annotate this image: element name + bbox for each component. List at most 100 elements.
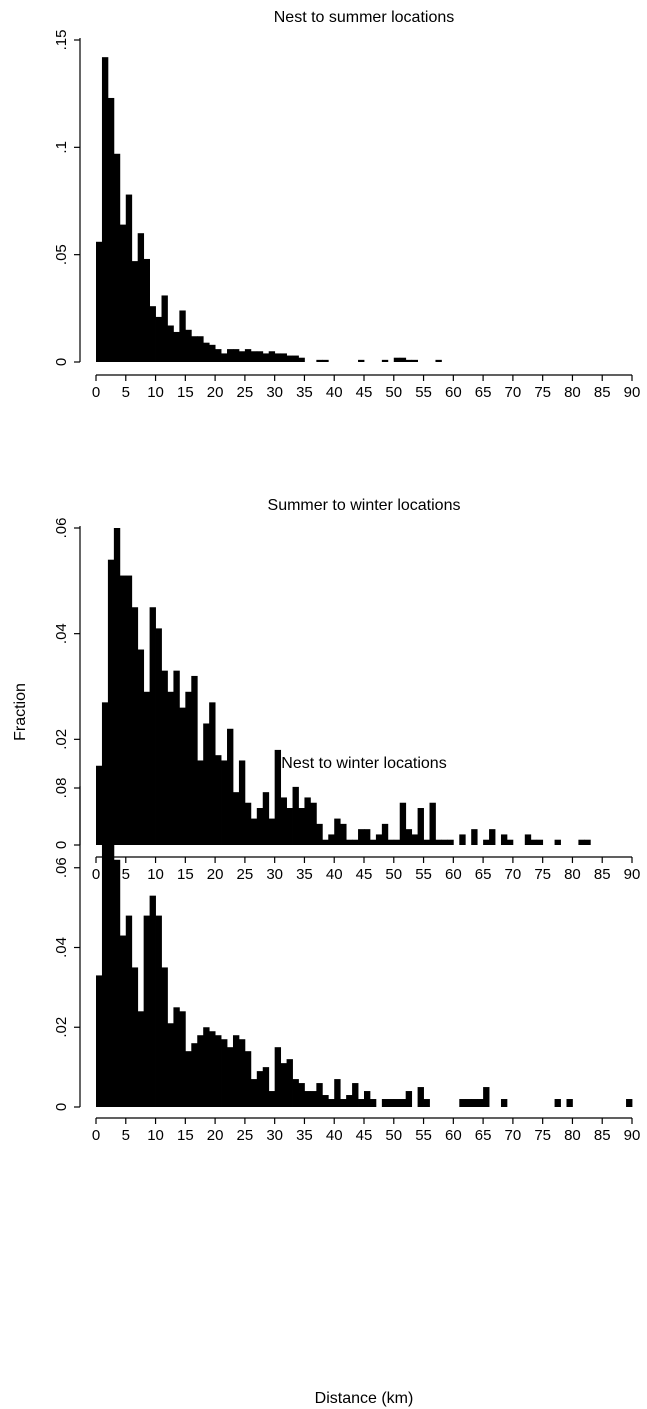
histogram-bar [310,802,317,845]
histogram-bar [369,839,377,845]
x-tick-label: 40 [326,866,343,883]
histogram-bar [500,834,508,845]
histogram-bar [113,859,121,1107]
histogram-bar [209,702,216,845]
histogram-bar [274,1047,282,1107]
histogram-bar [155,316,162,362]
histogram-bar [435,359,442,362]
histogram-bar [96,765,103,845]
histogram-bar [304,797,311,845]
histogram-bar [399,1099,407,1107]
histogram-bar [393,839,401,845]
histogram-bar [268,818,276,845]
histogram-bar [185,1051,192,1107]
histogram-bar [340,1099,347,1107]
histogram-bar [197,336,204,362]
histogram-bar [346,839,353,845]
histogram-bar [441,839,448,845]
histogram-bar [399,802,407,845]
histogram-bar [411,834,418,845]
histogram-bar [149,895,156,1107]
histogram-bar [369,1099,377,1107]
histogram-bar [161,967,168,1107]
x-tick-label: 80 [564,1127,581,1144]
x-tick-label: 25 [237,866,254,883]
histogram-bar [256,808,264,845]
histogram-bar [191,336,198,362]
histogram-bar [554,839,561,845]
histogram-bar [292,1079,299,1107]
histogram-bar [298,357,305,362]
histogram-bar [221,353,228,362]
histogram-bar [489,829,496,845]
histogram-bar [125,575,133,845]
x-tick-label: 0 [92,1127,100,1144]
histogram-bar [101,799,109,1107]
histogram-bar [393,357,401,362]
x-tick-label: 45 [356,1127,373,1144]
histogram-bar [298,1083,305,1107]
x-tick-label: 35 [296,1127,313,1144]
histogram-bar [536,839,544,845]
histogram-bar [405,829,413,845]
histogram-bar [304,1091,311,1107]
histogram-bar [179,1011,186,1107]
histogram-bar [238,1039,246,1107]
histogram-bar [530,839,538,845]
histogram-bar [244,349,252,362]
y-tick-label: .02 [53,729,70,750]
histogram-bar [131,967,139,1107]
x-tick-label: 90 [624,1127,641,1144]
chart-title: Nest to winter locations [281,755,446,772]
histogram-bar [250,818,258,845]
y-tick-label: 0 [53,358,70,366]
x-tick-label: 75 [534,1127,551,1144]
histogram-bar [143,258,150,362]
x-tick-label: 50 [385,384,402,401]
x-tick-label: 30 [266,866,283,883]
x-tick-label: 10 [147,1127,164,1144]
histogram-bar [506,839,514,845]
histogram-bar [179,310,186,362]
y-tick-label: .04 [53,623,70,644]
histogram-bar [262,353,270,362]
histogram-bar [334,1079,341,1107]
histogram-bar [107,97,115,363]
histogram-bar [405,359,413,362]
histogram-bar [215,1035,222,1107]
x-tick-label: 85 [594,1127,611,1144]
histogram-bar [477,1099,484,1107]
histogram-bar [167,325,174,362]
histogram-bar [119,935,127,1107]
x-tick-label: 65 [475,866,492,883]
histogram-bar [221,1039,228,1107]
histogram-bar [500,1099,508,1107]
histogram-bar [364,1091,371,1107]
histogram-bar [238,351,246,362]
x-tick-label: 55 [415,866,432,883]
x-tick-label: 20 [207,384,224,401]
histogram-bar [143,691,150,845]
histogram-bar [459,834,466,845]
histogram-bar [149,306,156,362]
x-tick-label: 65 [475,1127,492,1144]
histogram-bar [125,194,133,362]
histogram-bar [155,915,162,1107]
histogram-bar [221,760,228,845]
histogram-bar [405,1091,413,1107]
histogram-bar [119,575,127,845]
histogram-bar [578,839,585,845]
histogram-bar [203,723,210,845]
histogram-bar [393,1099,401,1107]
histogram-bar [244,802,252,845]
x-tick-label: 60 [445,1127,462,1144]
histogram-bar [232,349,240,362]
histogram-bar [471,829,478,845]
x-tick-label: 35 [296,384,313,401]
histogram-bar [286,1059,293,1107]
histogram-bar [113,528,121,845]
histogram-bar [137,649,145,845]
x-tick-label: 60 [445,866,462,883]
histogram-bar [364,829,371,845]
